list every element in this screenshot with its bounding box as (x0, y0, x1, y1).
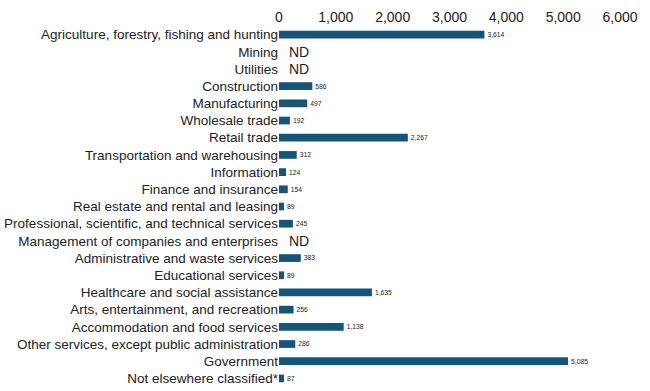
svg-text:Arts, entertainment, and recre: Arts, entertainment, and recreation (70, 302, 278, 317)
svg-text:Wholesale trade: Wholesale trade (180, 113, 278, 128)
svg-text:245: 245 (296, 220, 308, 227)
svg-text:3,614: 3,614 (487, 31, 504, 38)
svg-text:Finance and insurance: Finance and insurance (141, 182, 278, 197)
svg-text:6,000: 6,000 (602, 9, 637, 25)
svg-text:Educational services: Educational services (154, 268, 278, 283)
svg-text:Accommodation and food service: Accommodation and food services (72, 320, 279, 335)
svg-text:Real estate and rental and lea: Real estate and rental and leasing (73, 199, 278, 214)
svg-text:192: 192 (293, 117, 305, 124)
svg-text:0: 0 (275, 9, 283, 25)
svg-text:Transportation and warehousing: Transportation and warehousing (85, 148, 278, 163)
svg-text:Retail trade: Retail trade (209, 130, 278, 145)
svg-text:4,000: 4,000 (489, 9, 524, 25)
svg-text:1,000: 1,000 (318, 9, 353, 25)
svg-text:Utilities: Utilities (234, 62, 278, 77)
svg-text:87: 87 (287, 375, 295, 382)
svg-text:Construction: Construction (202, 79, 278, 94)
svg-text:Manufacturing: Manufacturing (192, 96, 278, 111)
svg-text:Information: Information (210, 165, 278, 180)
svg-text:Agriculture, forestry, fishing: Agriculture, forestry, fishing and hunti… (41, 27, 278, 42)
svg-text:1,635: 1,635 (375, 289, 392, 296)
svg-text:383: 383 (304, 254, 316, 261)
svg-text:2,000: 2,000 (375, 9, 410, 25)
svg-text:Healthcare and social assistan: Healthcare and social assistance (81, 285, 278, 300)
svg-text:2,267: 2,267 (411, 134, 428, 141)
svg-text:5,085: 5,085 (571, 358, 588, 365)
svg-text:Mining: Mining (238, 45, 278, 60)
svg-text:286: 286 (298, 340, 310, 347)
svg-text:124: 124 (289, 169, 301, 176)
svg-text:89: 89 (287, 272, 295, 279)
svg-text:ND: ND (289, 44, 309, 60)
svg-text:154: 154 (291, 186, 303, 193)
svg-text:Other services, except public: Other services, except public administra… (17, 337, 278, 352)
svg-text:3,000: 3,000 (432, 9, 467, 25)
svg-text:ND: ND (289, 61, 309, 77)
svg-text:Professional, scientific, and: Professional, scientific, and technical … (4, 216, 278, 231)
svg-text:Administrative and waste servi: Administrative and waste services (75, 251, 279, 266)
svg-text:5,000: 5,000 (546, 9, 581, 25)
svg-text:Management of companies and en: Management of companies and enterprises (18, 234, 278, 249)
svg-text:Not elsewhere classified*: Not elsewhere classified* (127, 371, 279, 386)
svg-text:256: 256 (297, 306, 309, 313)
svg-text:1,138: 1,138 (347, 323, 364, 330)
svg-text:497: 497 (310, 100, 322, 107)
svg-text:586: 586 (315, 83, 327, 90)
svg-text:89: 89 (287, 203, 295, 210)
svg-text:312: 312 (300, 151, 312, 158)
svg-text:Government: Government (204, 354, 279, 369)
svg-text:ND: ND (289, 233, 309, 249)
